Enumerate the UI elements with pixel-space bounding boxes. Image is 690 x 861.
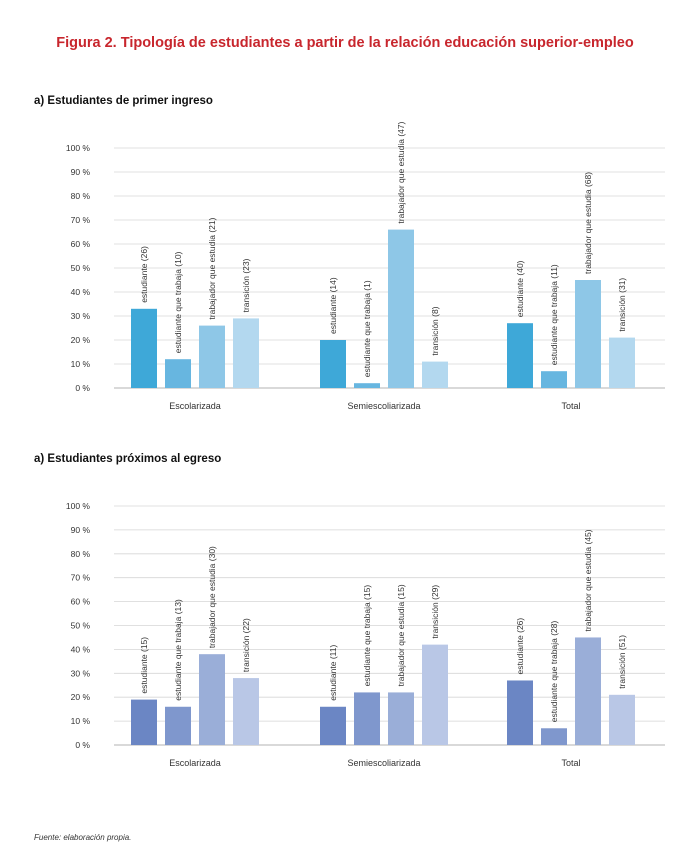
y-tick-label: 10 %	[71, 359, 91, 369]
bar-label: transición (22)	[241, 618, 251, 672]
category-label: Semiescoliarizada	[347, 758, 420, 768]
bar-label: estudiante que trabaja (10)	[173, 251, 183, 353]
y-tick-label: 0 %	[75, 740, 90, 750]
y-tick-label: 60 %	[71, 597, 91, 607]
bar-label: estudiante que trabaja (15)	[362, 585, 372, 687]
bar	[233, 678, 259, 745]
y-tick-label: 70 %	[71, 215, 91, 225]
y-tick-label: 50 %	[71, 621, 91, 631]
bar-label: transición (29)	[430, 585, 440, 639]
bar	[541, 728, 567, 745]
y-tick-label: 100 %	[66, 501, 91, 511]
y-tick-label: 60 %	[71, 239, 91, 249]
bar-label: transición (31)	[617, 278, 627, 332]
bar	[388, 229, 414, 388]
bar	[388, 692, 414, 745]
y-tick-label: 90 %	[71, 167, 91, 177]
bar	[507, 680, 533, 745]
figure-title: Figura 2. Tipología de estudiantes a par…	[56, 35, 634, 51]
bar	[575, 637, 601, 745]
bar-label: estudiante (11)	[328, 645, 338, 701]
y-tick-label: 50 %	[71, 263, 91, 273]
y-tick-label: 30 %	[71, 668, 91, 678]
chart-2-title: a) Estudiantes próximos al egreso	[34, 453, 222, 465]
bar	[507, 323, 533, 388]
y-tick-label: 40 %	[71, 287, 91, 297]
bar-label: estudiante que trabaja (1)	[362, 280, 372, 377]
bar-label: transición (8)	[430, 306, 440, 355]
y-tick-label: 20 %	[71, 692, 91, 702]
category-label: Total	[561, 758, 580, 768]
bar-label: transición (51)	[617, 635, 627, 689]
y-tick-label: 70 %	[71, 573, 91, 583]
chart-1-title: a) Estudiantes de primer ingreso	[34, 95, 213, 107]
bar	[131, 699, 157, 745]
bar-label: transición (23)	[241, 258, 251, 312]
bar	[609, 694, 635, 745]
bar	[609, 337, 635, 388]
bar-chart-primer-ingreso: 100 % 90 % 80 % 70 % 60 % 50 % 40 % 30 % 20 % 10 …	[66, 121, 665, 411]
y-tick-label: 80 %	[71, 191, 91, 201]
bar	[199, 325, 225, 388]
bar	[422, 644, 448, 745]
source-note: Fuente: elaboración propia.	[34, 833, 132, 842]
bar	[541, 371, 567, 388]
bar	[320, 706, 346, 745]
bar-label: estudiante (40)	[515, 260, 525, 317]
bar-label: estudiante (15)	[139, 637, 149, 694]
bar	[131, 308, 157, 388]
bar-chart-proximos-egreso: 100 % 90 % 80 % 70 % 60 % 50 % 40 % 30 % 20 % 10 …	[66, 501, 665, 768]
bar-label: estudiante que trabaja (11)	[549, 264, 559, 365]
bar	[354, 383, 380, 388]
bar	[199, 654, 225, 745]
bar-label: trabajador que estudia (21)	[207, 217, 217, 319]
y-tick-label: 90 %	[71, 525, 91, 535]
category-label: Escolarizada	[169, 401, 221, 411]
bar-label: estudiante (26)	[139, 246, 149, 303]
category-label: Semiescoliarizada	[347, 401, 420, 411]
bar	[165, 706, 191, 745]
bar-label: estudiante que trabaja (13)	[173, 599, 183, 701]
category-label: Escolarizada	[169, 758, 221, 768]
y-tick-label: 100 %	[66, 143, 91, 153]
bar	[320, 340, 346, 388]
bar	[422, 361, 448, 388]
y-tick-label: 0 %	[75, 383, 90, 393]
bar-label: estudiante que trabaja (28)	[549, 621, 559, 723]
bar-label: trabajador que estudia (68)	[583, 172, 593, 274]
y-tick-label: 40 %	[71, 644, 91, 654]
bar	[575, 280, 601, 388]
bar-label: estudiante (26)	[515, 618, 525, 675]
bar-label: trabajador que estudia (45)	[583, 529, 593, 631]
bar-label: trabajador que estudia (15)	[396, 584, 406, 686]
bar	[354, 692, 380, 745]
bar-label: estudiante (14)	[328, 277, 338, 334]
y-tick-label: 20 %	[71, 335, 91, 345]
bar-label: trabajador que estudia (47)	[396, 121, 406, 223]
y-tick-label: 30 %	[71, 311, 91, 321]
category-label: Total	[561, 401, 580, 411]
bar-label: trabajador que estudia (30)	[207, 546, 217, 648]
y-tick-label: 80 %	[71, 549, 91, 559]
y-tick-label: 10 %	[71, 716, 91, 726]
bar	[233, 318, 259, 388]
bar	[165, 359, 191, 388]
